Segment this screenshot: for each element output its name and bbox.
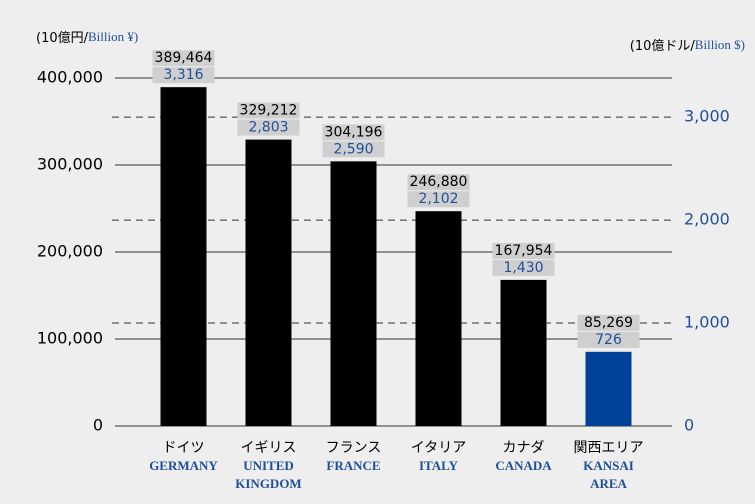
- x-tick-label-en: UNITED: [243, 458, 294, 473]
- bar: [330, 161, 377, 426]
- x-tick-label-en: KANSAI: [583, 458, 634, 473]
- y2-tick-label: 0: [684, 416, 694, 435]
- x-tick-label-ja: ドイツ: [163, 440, 205, 456]
- value-label: 304,196: [325, 124, 383, 140]
- value-label-usd: 2,803: [248, 120, 288, 136]
- x-tick-label-ja: カナダ: [503, 440, 545, 456]
- y2-tick-label: 3,000: [684, 107, 730, 126]
- x-tick-label-en: ITALY: [419, 458, 459, 473]
- x-tick-label-ja: イギリス: [241, 440, 297, 456]
- y-label-ja: (10億円/: [36, 30, 89, 46]
- bar: [160, 87, 207, 426]
- label-bg: [492, 259, 555, 276]
- label-bg: [152, 67, 215, 84]
- y-axis-label: (10億円/Billion ¥): [36, 29, 138, 46]
- y-label-en: Billion ¥): [88, 29, 138, 44]
- value-label-usd: 1,430: [503, 260, 543, 276]
- y2-tick-label: 2,000: [684, 210, 730, 229]
- label-bg: [407, 191, 470, 208]
- bar: [500, 279, 547, 426]
- y-tick-label: 0: [93, 416, 103, 435]
- value-label: 329,212: [240, 103, 298, 119]
- y2-axis-label: (10億ドル/Billion $): [630, 37, 745, 54]
- label-bg: [322, 141, 385, 158]
- x-tick-label-ja: イタリア: [411, 440, 466, 456]
- y-tick-label: 400,000: [37, 68, 103, 87]
- y2-label-en: Billion $): [695, 37, 745, 52]
- x-tick-label-ja: フランス: [326, 440, 382, 456]
- label-bg: [407, 174, 470, 191]
- y-tick-label: 300,000: [37, 155, 103, 174]
- y-tick-label: 100,000: [37, 329, 103, 348]
- value-label: 167,954: [495, 243, 553, 259]
- label-bg: [237, 119, 300, 136]
- label-bg: [577, 314, 640, 331]
- label-bg: [492, 242, 555, 259]
- x-tick-label-en: KINGDOM: [235, 476, 301, 491]
- bar: [415, 211, 462, 426]
- x-tick-label-en: GERMANY: [149, 458, 218, 473]
- value-label-usd: 726: [595, 332, 622, 348]
- y-tick-label: 200,000: [37, 242, 103, 261]
- value-label: 389,464: [155, 50, 213, 66]
- x-tick-label-ja: 関西エリア: [574, 440, 644, 456]
- label-bg: [322, 124, 385, 141]
- x-tick-label-en: FRANCE: [326, 458, 380, 473]
- x-tick-label-en: AREA: [590, 476, 627, 491]
- bar: [585, 351, 632, 426]
- value-label-usd: 3,316: [163, 67, 203, 83]
- x-tick-label-en: CANADA: [495, 458, 552, 473]
- label-bg: [152, 50, 215, 67]
- value-label: 85,269: [584, 315, 633, 331]
- y2-label-ja: (10億ドル/: [630, 38, 696, 54]
- value-label-usd: 2,102: [418, 191, 458, 207]
- label-bg: [577, 331, 640, 348]
- bar: [245, 139, 292, 426]
- value-label-usd: 2,590: [333, 141, 373, 157]
- y2-tick-label: 1,000: [684, 313, 730, 332]
- label-bg: [237, 102, 300, 119]
- value-label: 246,880: [410, 174, 468, 190]
